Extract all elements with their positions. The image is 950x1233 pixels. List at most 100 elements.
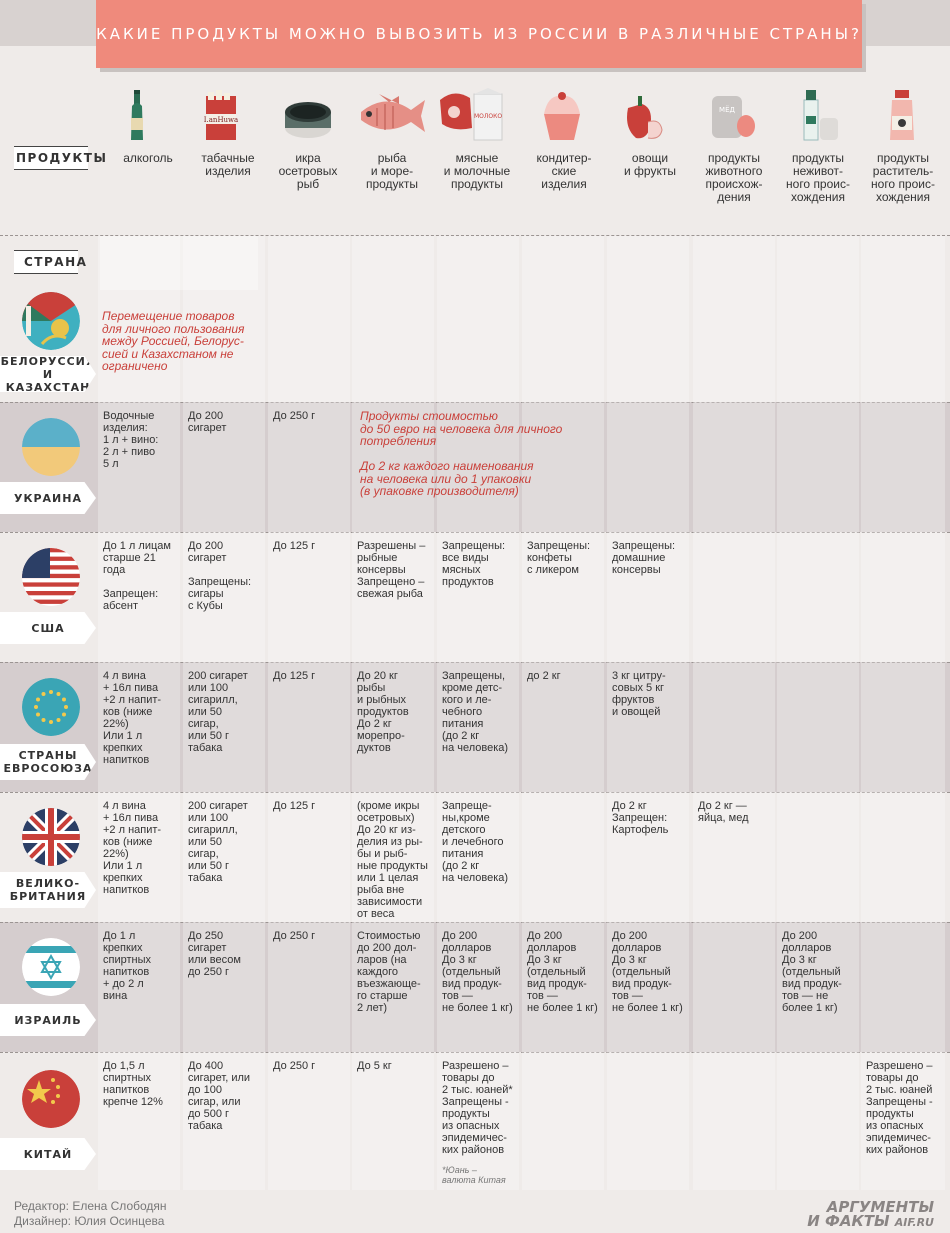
country-tab-4: СТРАНЫ ЕВРОСОЮЗА bbox=[0, 744, 96, 780]
table-cell: 3 кг цитру- совых 5 кг фруктов и овощей bbox=[612, 670, 666, 718]
logo-line1: АРГУМЕНТЫ bbox=[826, 1198, 934, 1216]
product-header-6: кондитер- ские изделия bbox=[536, 151, 592, 191]
table-cell: До 20 кг рыбы и рыбных продуктов До 2 кг… bbox=[357, 670, 409, 754]
table-cell: До 2 кг — яйца, мед bbox=[698, 800, 749, 824]
table-cell: 4 л вина + 16л пива +2 л напит- ков (ниж… bbox=[103, 800, 162, 896]
logo-line2-text: И ФАКТЫ bbox=[807, 1212, 890, 1230]
country-note: Продукты стоимостью до 50 евро на челове… bbox=[360, 409, 563, 498]
row-divider bbox=[0, 1052, 950, 1053]
cupcake-icon bbox=[544, 92, 580, 140]
meat-milk-icon: МОЛОКО bbox=[440, 88, 503, 141]
table-cell: До 250 г bbox=[273, 1060, 316, 1072]
row-band bbox=[0, 236, 950, 402]
table-cell: Разрешены – рыбные консервы Запрещено – … bbox=[357, 540, 426, 600]
table-cell: До 200 долларов До 3 кг (отдельный вид п… bbox=[782, 930, 842, 1014]
product-header-4: рыба и море- продукты bbox=[365, 151, 419, 191]
svg-text:I.anHuwa: I.anHuwa bbox=[204, 116, 238, 124]
product-header-2: табачные изделия bbox=[201, 151, 255, 178]
table-cell: До 2 кг Запрещен: Картофель bbox=[612, 800, 669, 836]
country-tab-1: БЕЛОРУССИЯ И КАЗАХСТАН bbox=[0, 354, 96, 394]
table-cell: До 400 сигарет, или до 100 сигар, или до… bbox=[188, 1060, 251, 1132]
table-cell: До 125 г bbox=[273, 670, 316, 682]
table-cell: Разрешено – товары до 2 тыс. юаней Запре… bbox=[866, 1060, 933, 1156]
column-panel bbox=[183, 236, 265, 1190]
country-tab-2: УКРАИНА bbox=[0, 482, 96, 514]
honey-jar-text: МЁД bbox=[719, 105, 735, 114]
table-cell: До 250 сигарет или весом до 250 г bbox=[188, 930, 241, 978]
column-panel bbox=[522, 236, 604, 1190]
product-header-8: продукты животного происхож- дения bbox=[705, 151, 763, 204]
table-cell: До 1,5 л спиртных напитков крепче 12% bbox=[103, 1060, 163, 1108]
table-cell: Запрещены: домашние консервы bbox=[612, 540, 676, 576]
row-divider bbox=[0, 402, 950, 403]
pepper-icon bbox=[627, 96, 663, 139]
china-flag bbox=[22, 1070, 80, 1128]
header-divider bbox=[0, 235, 950, 236]
table-cell: 200 сигарет или 100 сигарилл, или 50 сиг… bbox=[188, 670, 248, 754]
country-label-text: СТРАНА bbox=[24, 255, 88, 269]
row-divider bbox=[0, 792, 950, 793]
usa-flag bbox=[22, 548, 80, 606]
editor-credit: Редактор: Елена Слободян bbox=[14, 1199, 167, 1213]
table-cell: Разрешено – товары до 2 тыс. юаней* Запр… bbox=[442, 1060, 513, 1156]
country-tab-5: ВЕЛИКО- БРИТАНИЯ bbox=[0, 872, 96, 908]
row-band bbox=[0, 1052, 950, 1190]
milk-pack-text: МОЛОКО bbox=[474, 113, 502, 120]
row-divider bbox=[0, 532, 950, 533]
product-header-5: мясные и молочные продукты bbox=[443, 151, 511, 191]
table-cell: До 200 сигарет bbox=[188, 410, 227, 434]
table-cell: До 125 г bbox=[273, 800, 316, 812]
bottle-icon bbox=[131, 90, 143, 140]
oil-bottle-icon bbox=[890, 90, 914, 140]
title-banner: КАКИЕ ПРОДУКТЫ МОЖНО ВЫВОЗИТЬ ИЗ РОССИИ … bbox=[96, 0, 862, 68]
country-label: СТРАНА bbox=[14, 250, 86, 274]
products-label: ПРОДУКТЫ bbox=[14, 146, 106, 170]
country-tab-7: КИТАЙ bbox=[0, 1138, 96, 1170]
footnote: *Юань – валюта Китая bbox=[442, 1165, 506, 1185]
row-band bbox=[0, 402, 950, 532]
column-panel bbox=[777, 236, 859, 1190]
column-panel bbox=[98, 236, 180, 1190]
table-cell: До 200 долларов До 3 кг (отдельный вид п… bbox=[612, 930, 683, 1014]
table-cell: До 1 л лицам старше 21 года Запрещен: аб… bbox=[103, 540, 171, 612]
table-cell: До 5 кг bbox=[357, 1060, 392, 1072]
row-band bbox=[0, 532, 950, 662]
table-cell: (кроме икры осетровых) До 20 кг из- дели… bbox=[357, 800, 428, 920]
column-panel bbox=[607, 236, 689, 1190]
fish-icon bbox=[361, 94, 425, 132]
row-divider bbox=[0, 662, 950, 663]
table-cell: Запрещены: все виды мясных продуктов bbox=[442, 540, 506, 588]
product-header-9: продукты неживот- ного проис- хождения bbox=[786, 151, 850, 204]
table-cell: 200 сигарет или 100 сигарилл, или 50 сиг… bbox=[188, 800, 248, 884]
product-header-1: алкоголь bbox=[123, 151, 173, 165]
column-panel bbox=[352, 236, 434, 1190]
table-cell: До 250 г bbox=[273, 930, 316, 942]
page-title: КАКИЕ ПРОДУКТЫ МОЖНО ВЫВОЗИТЬ ИЗ РОССИИ … bbox=[96, 25, 862, 43]
table-cell: Стоимостью до 200 дол- ларов (на каждого… bbox=[357, 930, 421, 1014]
column-panel bbox=[693, 236, 775, 1190]
table-cell: До 200 сигарет Запрещены: сигары с Кубы bbox=[188, 540, 252, 612]
table-cell: До 200 долларов До 3 кг (отдельный вид п… bbox=[527, 930, 598, 1014]
caviar-tin-icon bbox=[285, 102, 331, 138]
cigarettes-icon: I.anHuwa bbox=[204, 90, 238, 140]
aif-logo: АРГУМЕНТЫ И ФАКТЫ AIF.RU bbox=[807, 1200, 934, 1230]
belarus-kazakhstan-flag bbox=[22, 292, 80, 350]
row-band bbox=[0, 922, 950, 1052]
product-header-7: овощи и фрукты bbox=[624, 151, 676, 178]
table-cell: Запрещены: конфеты с ликером bbox=[527, 540, 591, 576]
logo-site: AIF.RU bbox=[894, 1216, 934, 1229]
water-salt-icon bbox=[803, 90, 838, 141]
table-cell: Запрещены, кроме детс- кого и ле- чебног… bbox=[442, 670, 509, 754]
table-cell: До 125 г bbox=[273, 540, 316, 552]
logo-line2: И ФАКТЫ AIF.RU bbox=[807, 1214, 934, 1230]
table-cell: Запреще- ны,кроме детского и лечебного п… bbox=[442, 800, 509, 884]
table-cell: До 250 г bbox=[273, 410, 316, 422]
country-tab-6: ИЗРАИЛЬ bbox=[0, 1004, 96, 1036]
table-cell: Водочные изделия: 1 л + вино: 2 л + пиво… bbox=[103, 410, 159, 470]
eu-flag bbox=[22, 678, 80, 736]
column-panel bbox=[100, 236, 258, 290]
designer-credit: Дизайнер: Юлия Осинцева bbox=[14, 1214, 165, 1228]
table-cell: До 1 л крепких спиртных напитков + до 2 … bbox=[103, 930, 151, 1002]
table-cell: До 200 долларов До 3 кг (отдельный вид п… bbox=[442, 930, 513, 1014]
honey-egg-icon: МЁД bbox=[712, 96, 755, 138]
